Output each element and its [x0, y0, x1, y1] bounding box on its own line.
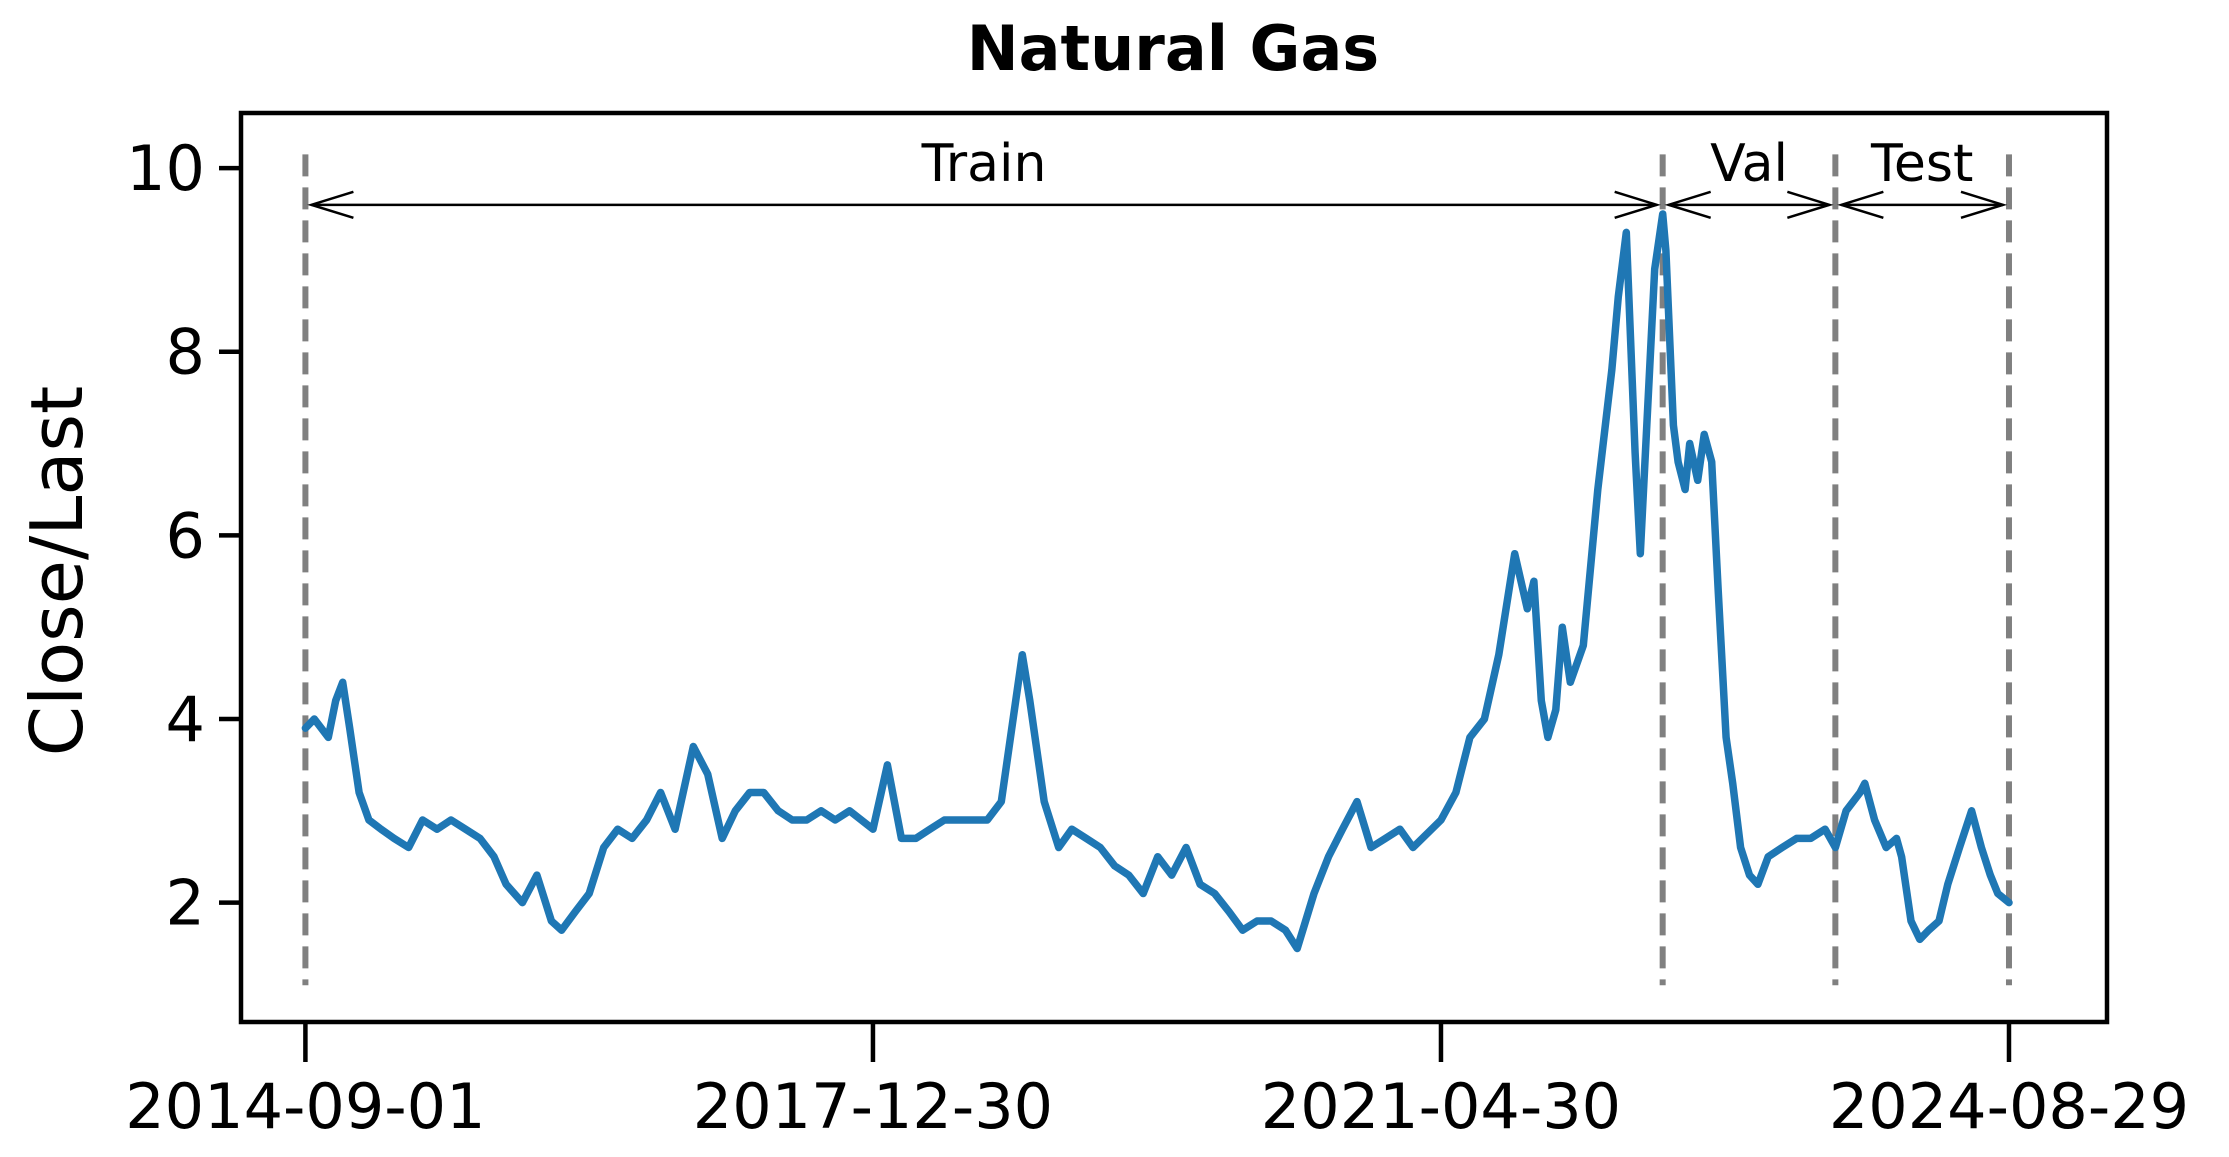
y-axis: 2 4 6 8 10 — [126, 132, 241, 940]
split-boundaries — [302, 154, 2012, 986]
y-tick-label: 10 — [126, 132, 205, 205]
y-axis-label: Close/Last — [15, 386, 99, 756]
split-arrowhead-right — [1786, 190, 1834, 220]
x-tick-label: 2021-04-30 — [1261, 1070, 1621, 1143]
split-label-test: Test — [1870, 134, 1973, 194]
y-tick-label: 4 — [166, 683, 205, 756]
split-arrowhead-left — [1837, 190, 1884, 220]
split-spans: Train Val Test — [307, 134, 2008, 220]
x-tick-label: 2017-12-30 — [693, 1070, 1053, 1143]
series-layer — [301, 210, 2013, 953]
x-axis: 2014-09-01 2017-12-30 2021-04-30 2024-08-29 — [125, 1022, 2189, 1143]
split-arrowhead-left — [307, 190, 354, 220]
y-tick-label: 2 — [166, 867, 205, 940]
series-line — [301, 210, 2013, 953]
x-tick-label: 2014-09-01 — [125, 1070, 485, 1143]
plot-frame — [238, 110, 2110, 1025]
x-tick-label: 2024-08-29 — [1829, 1070, 2189, 1143]
split-arrowhead-left — [1664, 190, 1712, 220]
chart-title: Natural Gas — [967, 12, 1379, 85]
split-arrowhead-right — [1614, 190, 1661, 220]
split-label-train: Train — [921, 134, 1047, 194]
y-tick-label: 8 — [166, 316, 205, 389]
split-arrowhead-right — [1960, 190, 2008, 220]
y-tick-label: 6 — [166, 499, 205, 572]
split-label-val: Val — [1710, 134, 1788, 194]
